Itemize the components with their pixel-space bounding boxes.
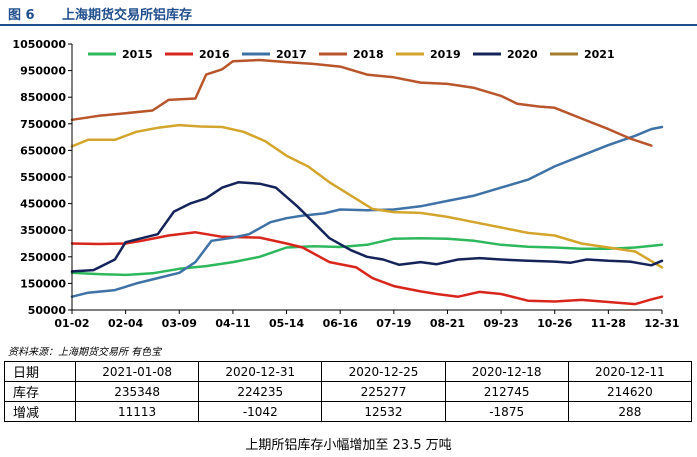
table-row: 增减 11113 -1042 12532 -1875 288 (4, 401, 693, 422)
y-tick-label: 350000 (20, 224, 66, 237)
table-cell: 2020-12-25 (321, 361, 446, 382)
y-tick-label: 950000 (20, 65, 66, 78)
x-tick-label: 12-31 (644, 317, 679, 330)
x-tick-label: 06-16 (323, 317, 359, 330)
table-cell: 2020-12-11 (567, 361, 693, 382)
y-axis-ticks: 50000 150000 250000 350000 450000 550000 65000… (12, 38, 72, 317)
series-line-2016 (70, 231, 664, 306)
table-cell: 288 (567, 401, 693, 422)
legend-label-2016: 2016 (199, 48, 230, 61)
table-cell: 235348 (74, 381, 200, 402)
series-lines (70, 58, 664, 306)
x-tick-label: 05-14 (269, 317, 305, 330)
x-tick-label: 04-11 (215, 317, 250, 330)
table-row: 日期 2021-01-08 2020-12-31 2020-12-25 2020-12-… (4, 361, 693, 382)
y-tick-label: 550000 (20, 171, 66, 184)
table-cell: -1875 (444, 401, 569, 422)
x-tick-label: 01-02 (54, 317, 89, 330)
y-tick-label: 150000 (20, 277, 66, 290)
table-cell: 2020-12-31 (198, 361, 323, 382)
row-header: 增减 (4, 401, 76, 422)
series-line-2015 (70, 236, 664, 277)
row-header: 库存 (4, 381, 76, 402)
legend-label-2021: 2021 (584, 48, 615, 61)
legend: 2015 2016 2017 2018 2019 2020 2021 (88, 48, 615, 61)
y-tick-label: 250000 (20, 251, 66, 264)
table-cell: 2021-01-08 (74, 361, 200, 382)
table-row: 库存 235348 224235 225277 212745 214620 (4, 381, 693, 402)
series-line-2018 (70, 58, 653, 147)
table-cell: -1042 (198, 401, 323, 422)
inventory-table: 日期 2021-01-08 2020-12-31 2020-12-25 2020-12-… (4, 361, 693, 422)
figure-number: 图 6 (8, 8, 35, 23)
x-tick-label: 09-23 (483, 317, 518, 330)
legend-label-2015: 2015 (122, 48, 153, 61)
y-tick-label: 450000 (20, 198, 66, 211)
y-tick-label: 50000 (28, 304, 67, 317)
x-axis-ticks: 01-02 02-04 03-09 04-11 05-14 06-16 07-19 08-21… (54, 310, 680, 330)
figure-header: 图 6 上海期货交易所铝库存 (0, 0, 697, 26)
source-note: 资料来源：上海期货交易所 有色宝 (8, 347, 162, 358)
y-tick-label: 650000 (20, 144, 66, 157)
table-cell: 224235 (198, 381, 323, 402)
legend-label-2020: 2020 (507, 48, 538, 61)
figure-caption: 上期所铝库存小幅增加至 23.5 万吨 (245, 438, 452, 453)
series-line-2019 (70, 123, 664, 269)
table-cell: 11113 (74, 401, 200, 422)
x-tick-label: 10-26 (537, 317, 573, 330)
legend-label-2018: 2018 (353, 48, 384, 61)
table-cell: 214620 (567, 381, 693, 402)
y-tick-label: 850000 (20, 91, 66, 104)
x-tick-label: 08-21 (430, 317, 465, 330)
legend-label-2019: 2019 (430, 48, 461, 61)
series-line-2020 (70, 181, 664, 273)
table-cell: 225277 (321, 381, 446, 402)
x-tick-label: 03-09 (162, 317, 197, 330)
x-tick-label: 07-19 (376, 317, 411, 330)
figure-title: 上海期货交易所铝库存 (62, 8, 193, 23)
table-cell: 12532 (321, 401, 446, 422)
table-cell: 212745 (444, 381, 569, 402)
row-header: 日期 (4, 361, 76, 382)
y-tick-label: 1050000 (12, 38, 66, 51)
series-line-2017 (70, 125, 664, 298)
line-chart: 50000 150000 250000 350000 450000 550000 65000… (12, 38, 680, 330)
x-tick-label: 02-04 (108, 317, 144, 330)
header-divider (0, 24, 697, 26)
table-cell: 2020-12-18 (444, 361, 569, 382)
legend-label-2017: 2017 (276, 48, 307, 61)
y-tick-label: 750000 (20, 118, 66, 131)
x-tick-label: 11-28 (591, 317, 626, 330)
